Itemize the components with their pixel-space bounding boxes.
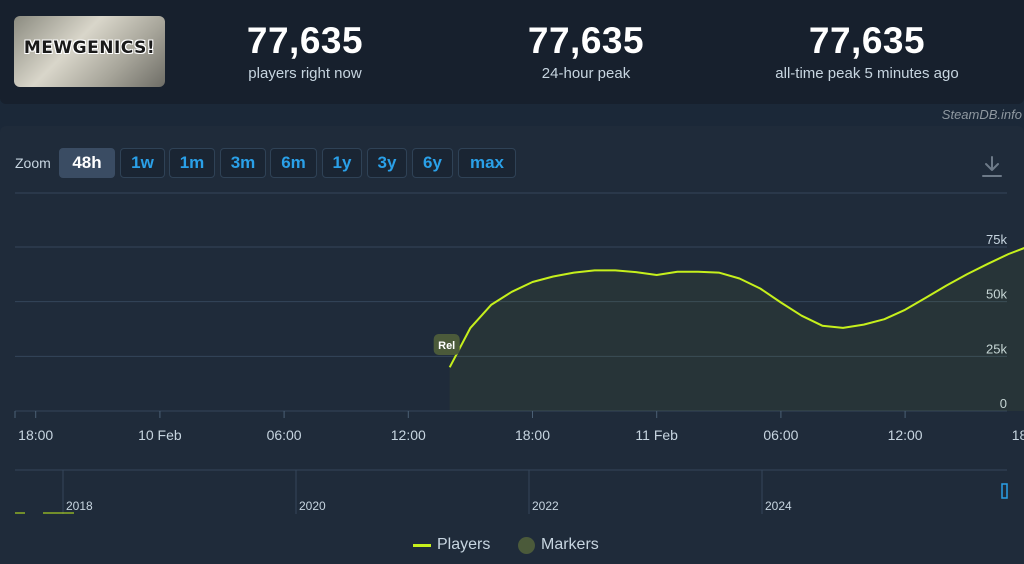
navigator-handle	[1001, 483, 1008, 499]
stats-panel: MEWGENICS! 77,635 players right now 77,6…	[0, 0, 1024, 104]
24h-peak-value: 77,635	[527, 20, 645, 61]
zoom-button-max[interactable]: max	[458, 148, 516, 178]
line-icon	[413, 543, 431, 547]
chart-legend: Players Markers	[0, 536, 1024, 556]
players-data-point	[635, 271, 637, 273]
players-data-point	[532, 281, 534, 283]
players-data-point	[842, 327, 844, 329]
players-data-point	[594, 270, 596, 272]
zoom-button-6y[interactable]: 6y	[412, 148, 453, 178]
x-tick-label: 18:00	[1012, 427, 1024, 443]
legend-item-players[interactable]: Players	[413, 536, 490, 554]
legend-label-markers: Markers	[541, 536, 599, 553]
players-data-point	[697, 271, 699, 273]
players-data-point	[511, 291, 513, 293]
players-series-line	[448, 247, 1024, 368]
zoom-button-1w[interactable]: 1w	[120, 148, 165, 178]
game-logo[interactable]: MEWGENICS!	[14, 16, 165, 87]
players-data-point	[759, 288, 761, 290]
players-data-point	[449, 366, 451, 368]
legend-item-markers[interactable]: Markers	[518, 536, 599, 554]
players-data-point	[863, 324, 865, 326]
navigator-year-label: 2018	[66, 499, 93, 513]
players-data-point	[615, 270, 617, 272]
y-tick-label: 25k	[986, 341, 1007, 356]
y-tick-label: 0	[1000, 396, 1007, 411]
zoom-button-1y[interactable]: 1y	[322, 148, 362, 178]
current-players-value: 77,635	[246, 20, 364, 61]
logo-text: MEWGENICS!	[23, 38, 156, 58]
24h-peak-stat: 77,635 24-hour peak	[446, 20, 726, 82]
x-tick-label: 12:00	[391, 427, 426, 443]
x-tick-label: 06:00	[267, 427, 302, 443]
zoom-button-3y[interactable]: 3y	[367, 148, 407, 178]
players-data-point	[966, 273, 968, 275]
zoom-label: Zoom	[15, 155, 51, 171]
zoom-button-6m[interactable]: 6m	[270, 148, 317, 178]
steamdb-credit[interactable]: SteamDB.info	[941, 107, 1022, 122]
current-players-label: players right now	[248, 65, 362, 82]
zoom-button-48h[interactable]: 48h	[59, 148, 115, 178]
x-tick-label: 11 Feb	[635, 427, 678, 443]
players-data-point	[1008, 253, 1010, 255]
players-data-point	[552, 276, 554, 278]
y-tick-label: 50k	[986, 287, 1007, 302]
players-data-point	[677, 271, 679, 273]
players-data-point	[946, 285, 948, 287]
download-icon[interactable]	[981, 155, 1003, 179]
x-tick-label: 18:00	[18, 427, 53, 443]
players-data-point	[656, 274, 658, 276]
marker-label: Rel	[438, 340, 455, 352]
24h-peak-label: 24-hour peak	[541, 65, 631, 82]
players-data-point	[904, 309, 906, 311]
all-time-peak-label: all-time peak 5 minutes ago	[775, 65, 959, 82]
navigator-year-label: 2024	[765, 499, 792, 513]
players-data-point	[470, 327, 472, 329]
current-players-stat: 77,635 players right now	[165, 20, 445, 82]
players-data-point	[884, 318, 886, 320]
navigator-year-label: 2022	[532, 499, 559, 513]
players-data-point	[987, 263, 989, 265]
players-data-point	[573, 272, 575, 274]
all-time-peak-stat: 77,635 all-time peak 5 minutes ago	[727, 20, 1007, 82]
players-data-point	[822, 325, 824, 327]
players-area	[449, 248, 1024, 411]
navigator-year-label: 2020	[299, 499, 326, 513]
x-tick-label: 10 Feb	[138, 427, 182, 443]
players-data-point	[718, 272, 720, 274]
zoom-button-1m[interactable]: 1m	[169, 148, 215, 178]
marker-badge	[433, 334, 460, 355]
dot-icon	[518, 536, 535, 554]
players-data-point	[490, 304, 492, 306]
all-time-peak-value: 77,635	[808, 20, 926, 61]
players-data-point	[780, 302, 782, 304]
legend-label-players: Players	[437, 536, 491, 553]
chart-panel	[0, 126, 1024, 564]
x-tick-label: 18:00	[515, 427, 550, 443]
x-tick-label: 12:00	[888, 427, 923, 443]
players-data-point	[739, 278, 741, 280]
zoom-button-3m[interactable]: 3m	[220, 148, 266, 178]
players-data-point	[925, 297, 927, 299]
release-marker: Rel	[433, 334, 460, 355]
y-tick-label: 75k	[986, 232, 1007, 247]
players-data-point	[801, 315, 803, 317]
x-tick-label: 06:00	[763, 427, 798, 443]
